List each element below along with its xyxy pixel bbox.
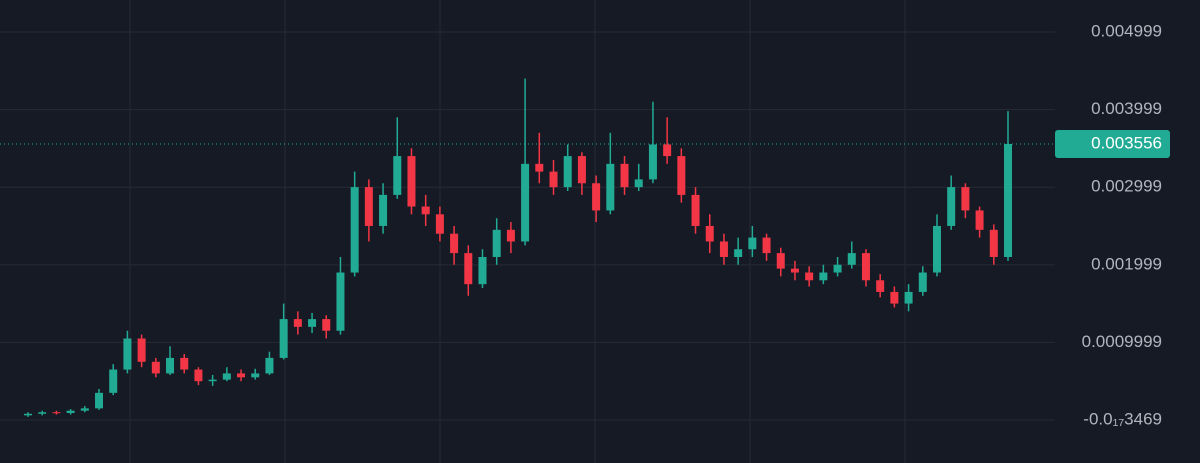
y-tick-label: 0.003999 (1091, 99, 1162, 118)
y-tick-label: 0.001999 (1091, 254, 1162, 273)
candle-body (634, 179, 643, 188)
candle-body (492, 229, 501, 257)
candle-body (1004, 143, 1012, 257)
candle-body (435, 214, 444, 234)
candle-body (151, 361, 160, 374)
candle-body (265, 357, 274, 374)
last-price-label: 0.003556 (1091, 133, 1162, 152)
candle-body (95, 392, 104, 409)
candle-body (535, 163, 544, 172)
candle-body (734, 249, 743, 257)
candle-body (620, 163, 629, 188)
candle-body (691, 194, 700, 226)
candle-body (379, 194, 388, 226)
candle-body (975, 210, 984, 230)
candle-body (350, 187, 359, 273)
candle-body (251, 373, 260, 378)
candle-body (38, 412, 47, 414)
candle-body (450, 233, 459, 254)
candle-body (407, 156, 416, 207)
candle-body (123, 338, 132, 370)
candle-body (677, 156, 686, 195)
candle-body (237, 373, 246, 378)
candle-body (592, 183, 601, 211)
candle-body (109, 369, 118, 393)
candle-body (393, 156, 402, 195)
candle-body (918, 272, 927, 292)
candle-body (577, 156, 586, 184)
candle-body (166, 357, 175, 374)
candle-body (364, 187, 373, 226)
candle-body (279, 319, 288, 358)
candle-body (293, 319, 302, 327)
candle-body (861, 253, 870, 281)
candle-body (521, 163, 530, 242)
y-tick-label: 0.002999 (1091, 177, 1162, 196)
candle-body (194, 369, 203, 382)
candle-body (890, 291, 899, 304)
candle-body (904, 291, 913, 304)
candle-body (308, 319, 317, 327)
candle-body (549, 171, 558, 188)
y-tick-label: 0.004999 (1091, 21, 1162, 40)
candle-body (180, 357, 189, 370)
candle-body (932, 225, 941, 273)
candle-body (24, 413, 32, 416)
candle-body (719, 241, 728, 257)
candle-body (464, 253, 473, 285)
y-tick-label: -0.0₁₇3469 (1083, 409, 1162, 428)
candle-body (648, 144, 657, 180)
candle-body (222, 373, 231, 380)
candle-body (876, 280, 885, 292)
candle-body (663, 144, 672, 157)
candle-body (833, 264, 842, 273)
candle-body (790, 268, 799, 273)
candle-body (805, 272, 814, 281)
candle-body (52, 412, 61, 414)
candle-body (961, 187, 970, 211)
candle-body (478, 256, 487, 285)
last-price-box (1055, 129, 1170, 158)
candle-body (137, 338, 146, 362)
candle-body (776, 253, 785, 269)
candle-body (989, 229, 998, 257)
candle-body (208, 379, 217, 382)
candle-body (762, 237, 771, 254)
candle-body (705, 225, 714, 242)
candle-body (748, 237, 757, 250)
candle-body (819, 272, 828, 281)
candle-body (336, 272, 345, 331)
candle-body (563, 156, 572, 188)
candle-body (847, 253, 856, 265)
candle-body (322, 319, 331, 331)
candle-body (506, 229, 515, 242)
candle-body (421, 206, 430, 215)
candle-body (947, 187, 956, 226)
candle-body (66, 410, 75, 414)
candle-body (80, 408, 89, 411)
y-tick-label: 0.0009999 (1082, 332, 1162, 351)
candle-body (606, 163, 615, 211)
